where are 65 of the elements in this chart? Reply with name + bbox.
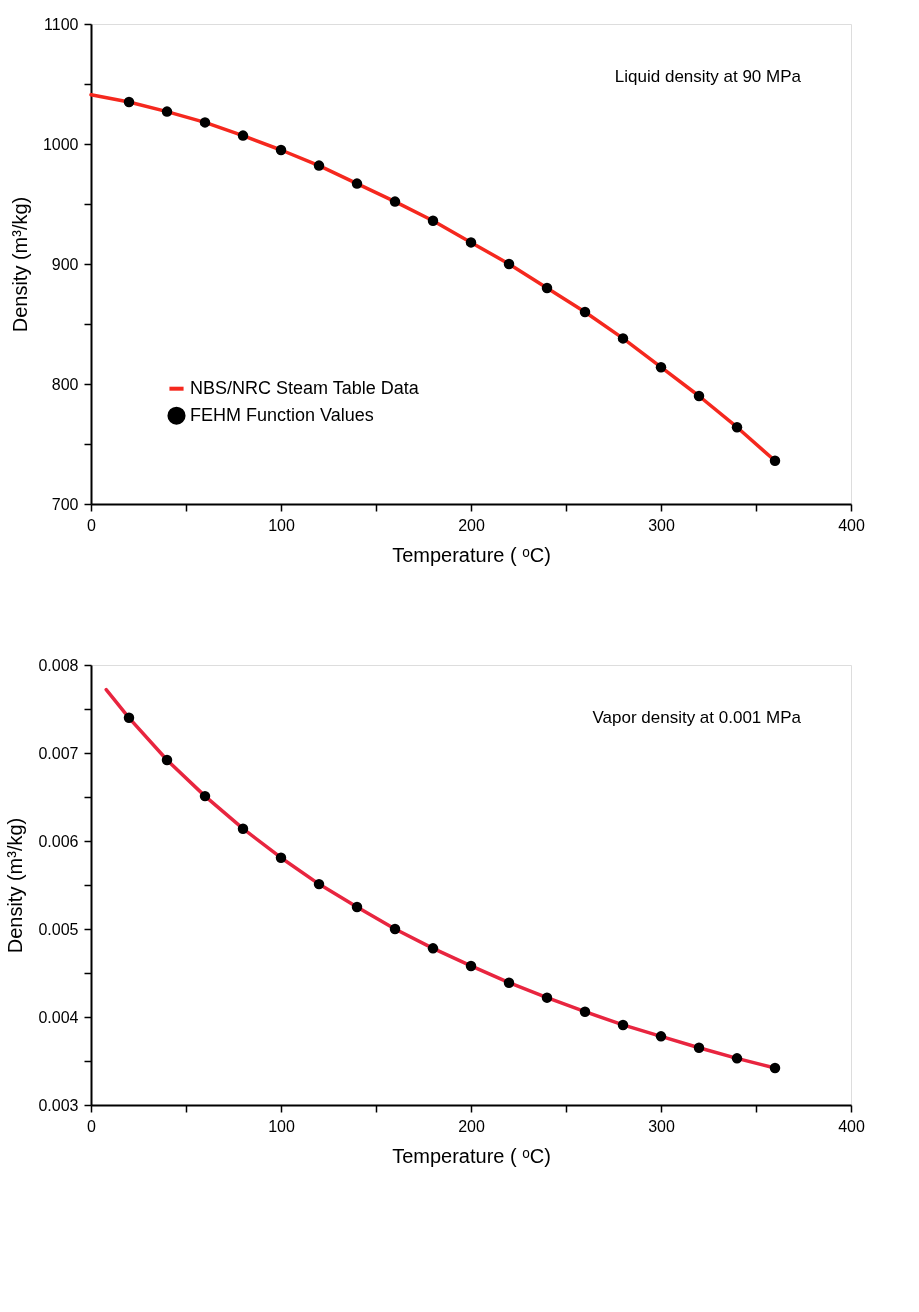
y-tick-label: 1000 [42, 135, 79, 153]
point [199, 117, 211, 128]
legend-label: FEHM Function Values [190, 404, 374, 425]
point [161, 754, 173, 766]
point [503, 258, 515, 270]
x-axis-title: Temperature ( ᵒC) [392, 1144, 551, 1167]
point [693, 390, 705, 402]
point [655, 1031, 667, 1042]
x-axis-title: Temperature ( ᵒC) [392, 543, 551, 566]
point [161, 106, 173, 117]
point [313, 160, 325, 171]
x-tick-label: 400 [838, 1117, 865, 1135]
point [541, 282, 553, 294]
point [579, 306, 591, 318]
y-tick-label: 1100 [44, 15, 79, 33]
point [275, 852, 287, 863]
point [351, 901, 363, 913]
point [351, 178, 363, 189]
x-tick-label: 100 [268, 1117, 295, 1135]
point [123, 712, 135, 724]
point [275, 144, 287, 156]
point [655, 361, 667, 373]
point [389, 923, 401, 935]
point [237, 130, 249, 141]
point [389, 196, 401, 207]
point [617, 1019, 629, 1031]
point [237, 823, 249, 834]
y-tick-label: 800 [51, 375, 79, 393]
point [731, 1053, 743, 1064]
legend-label: NBS/NRC Steam Table Data [190, 377, 420, 398]
x-tick-label: 400 [838, 516, 865, 534]
point [313, 878, 325, 890]
y-axis-title: Density (m³/kg) [4, 817, 27, 954]
x-tick-label: 100 [268, 516, 295, 534]
point [465, 960, 477, 972]
point [769, 1062, 781, 1074]
point [199, 790, 211, 802]
x-tick-label: 200 [458, 1117, 485, 1135]
point [731, 421, 743, 433]
x-tick-label: 300 [648, 516, 675, 534]
y-tick-label: 0.007 [38, 744, 79, 762]
point [427, 943, 439, 954]
x-tick-label: 0 [87, 516, 97, 534]
point [503, 977, 515, 988]
y-tick-label: 0.005 [38, 920, 79, 938]
point [465, 237, 477, 248]
point [579, 1006, 591, 1017]
point [541, 992, 553, 1003]
point [123, 96, 135, 108]
annotation: Vapor density at 0.001 MPa [592, 708, 802, 727]
y-axis-title: Density (m³/kg) [8, 196, 31, 333]
y-tick-label: 0.006 [38, 832, 79, 850]
point [693, 1042, 705, 1054]
x-tick-label: 0 [87, 1117, 97, 1135]
y-tick-label: 900 [51, 255, 79, 273]
y-tick-label: 700 [51, 495, 79, 513]
y-tick-label: 0.008 [38, 656, 79, 674]
x-tick-label: 200 [458, 516, 485, 534]
annotation: Liquid density at 90 MPa [614, 67, 802, 86]
point [769, 455, 781, 467]
y-tick-label: 0.003 [38, 1096, 79, 1114]
x-tick-label: 300 [648, 1117, 675, 1135]
point [427, 215, 439, 227]
point [617, 333, 629, 344]
y-tick-label: 0.004 [38, 1008, 79, 1026]
